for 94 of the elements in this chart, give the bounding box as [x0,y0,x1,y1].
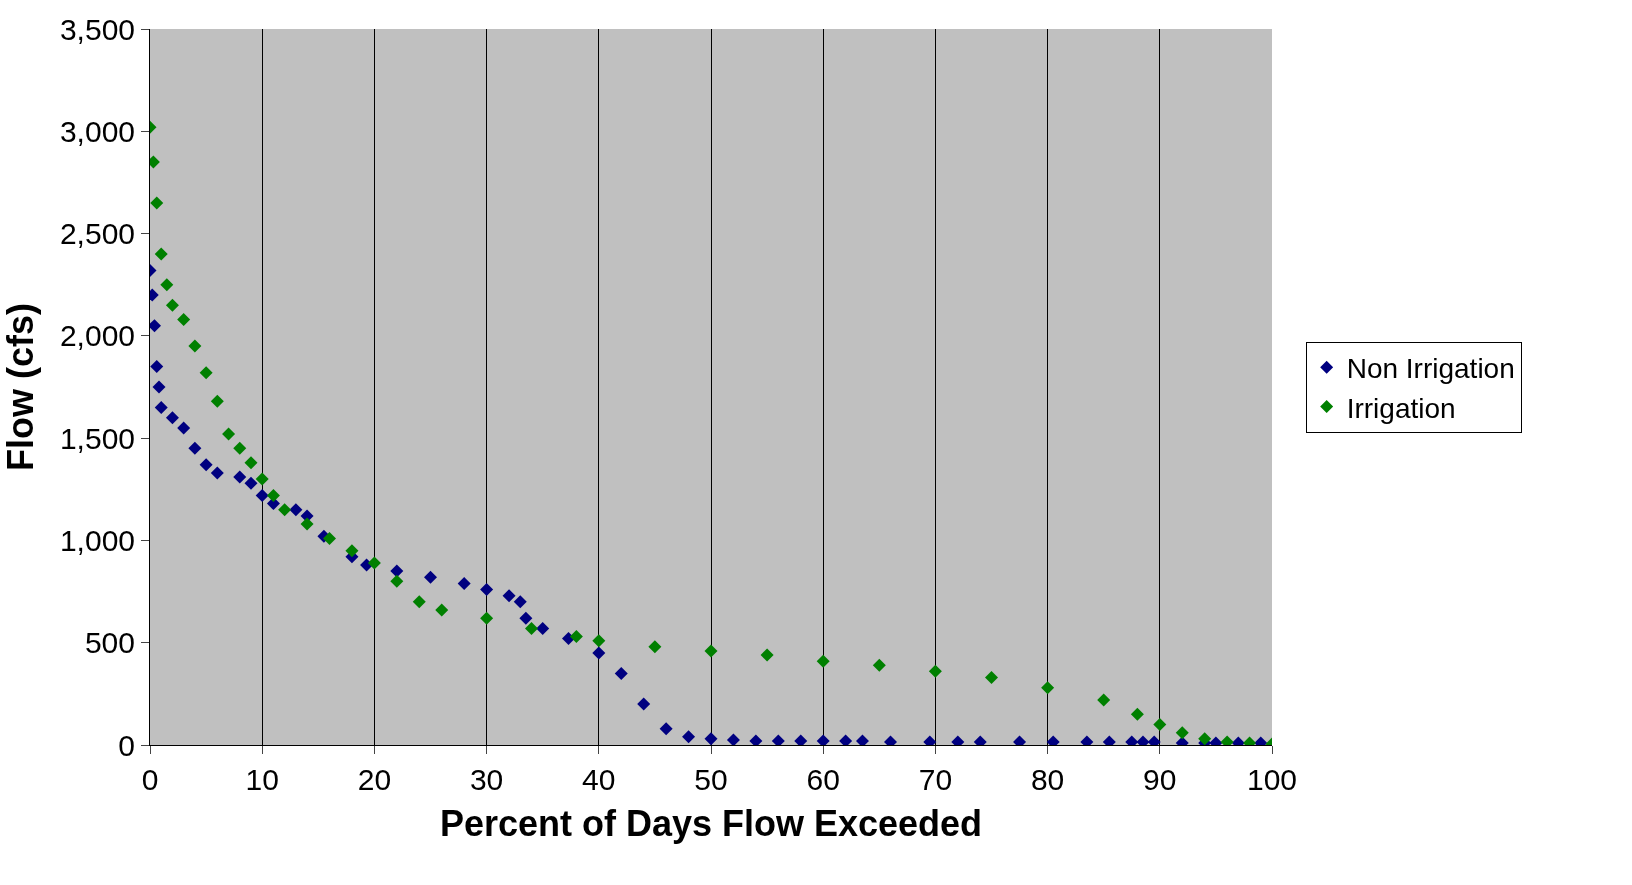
point [928,664,942,678]
point [592,646,606,660]
point [457,576,471,590]
point [160,278,174,292]
point [659,722,673,736]
point [839,734,853,745]
point [266,488,280,502]
point [177,421,191,435]
point [188,441,202,455]
point [154,247,168,261]
point [390,564,404,578]
point [480,611,494,625]
x-tick-label: 20 [357,763,392,796]
y-tick-label: 0 [118,728,135,762]
x-tick-label: 50 [694,763,728,796]
point [682,730,696,744]
point [152,380,166,394]
x-tick-label: 60 [806,763,840,796]
point [177,312,191,326]
point [513,595,527,609]
point [323,531,337,545]
point [648,640,662,654]
y-tick-label: 1,500 [59,421,135,455]
point [367,556,381,570]
point [726,733,740,745]
point [855,734,869,745]
x-tick-label: 30 [469,763,504,796]
x-tick-label: 90 [1143,763,1177,796]
x-tick-label: 70 [918,763,953,796]
y-axis-title: Flow (cfs) [0,303,41,471]
point [390,574,404,588]
point [1198,732,1212,745]
x-axis-title: Percent of Days Flow Exceeded [439,802,983,844]
point [412,595,426,609]
point [278,503,292,517]
y-tick-label: 2,500 [59,217,135,251]
point [592,634,606,648]
x-tick-label: 80 [1030,763,1065,796]
legend-label: Non Irrigation [1346,353,1515,385]
point [1041,681,1055,695]
point [244,476,258,490]
point [222,427,236,441]
x-tick-label: 0 [141,763,159,796]
point [233,470,247,484]
point [1097,693,1111,707]
point [210,394,224,408]
point [345,544,359,558]
point [480,583,494,597]
point [760,648,774,662]
point [435,603,449,617]
point [794,734,808,745]
y-tick-label: 3,000 [59,114,135,148]
point [1175,726,1189,740]
point [816,654,830,668]
point [255,488,269,502]
point [1130,707,1144,721]
point [300,517,314,531]
point [150,196,164,210]
y-tick-label: 500 [84,626,135,660]
point [199,458,213,472]
point [771,734,785,745]
point [524,621,538,635]
point [233,441,247,455]
y-tick-label: 2,000 [59,319,135,353]
point [244,456,258,470]
y-tick-label: 1,000 [59,523,135,557]
y-tick-label: 3,500 [59,12,135,46]
point [614,666,628,680]
x-tick-label: 40 [582,763,616,796]
point [536,621,550,635]
point [704,732,718,745]
point [704,644,718,658]
point [255,472,269,486]
point [154,400,168,414]
point [188,339,202,353]
point [165,411,179,425]
legend-label: Irrigation [1346,392,1456,424]
x-tick-label: 100 [1246,763,1298,796]
point [210,466,224,480]
point [150,360,164,374]
point [637,697,651,711]
point [985,670,998,684]
x-tick-label: 10 [245,763,279,796]
point [199,366,213,380]
point [519,611,533,625]
point [502,589,516,603]
point [424,570,437,584]
point [816,734,830,745]
point [1153,718,1167,732]
point [872,658,886,672]
point [569,630,583,644]
point [749,734,763,745]
point [165,298,179,312]
point [289,503,303,517]
